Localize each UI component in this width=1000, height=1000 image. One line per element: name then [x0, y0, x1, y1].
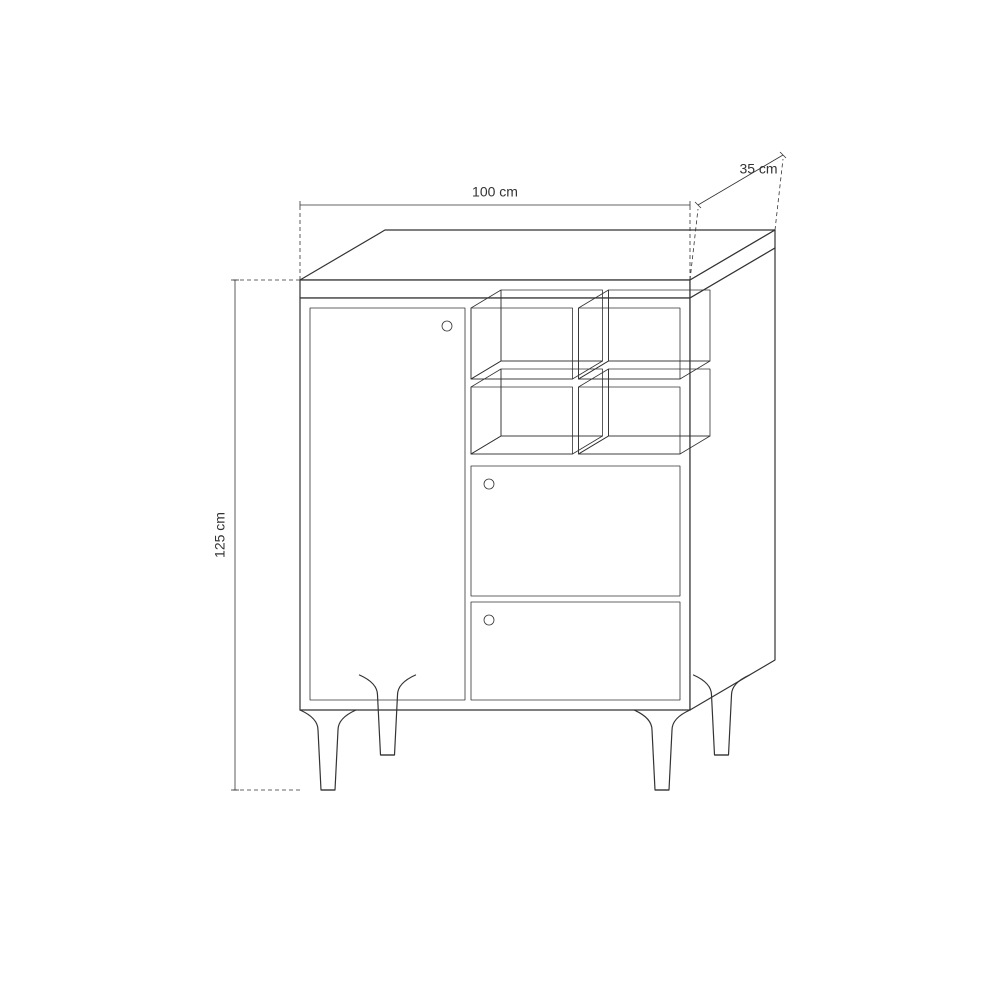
dim-width-label: 100 cm: [472, 184, 518, 200]
dim-depth-label: 35 cm: [739, 161, 777, 177]
dim-height-label: 125 cm: [212, 512, 228, 558]
furniture-diagram: 100 cm 35 cm 125 cm: [0, 0, 1000, 1000]
